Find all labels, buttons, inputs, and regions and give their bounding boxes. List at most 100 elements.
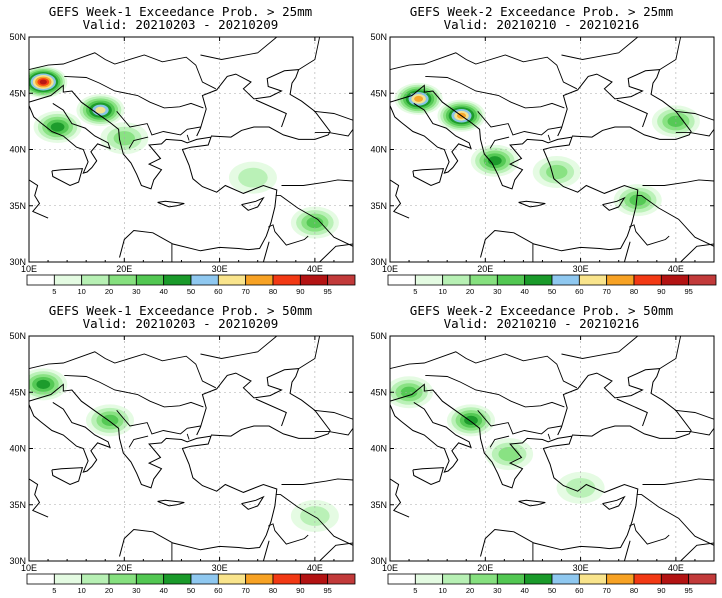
colorbar-swatch	[272, 573, 301, 585]
coastline	[29, 102, 111, 174]
lon-tick-label: 20E	[477, 264, 493, 274]
coastline	[319, 542, 353, 561]
colorbar-swatch	[163, 573, 192, 585]
lon-tick-label: 40E	[307, 563, 323, 573]
lon-tick-label: 10E	[21, 264, 37, 274]
colorbar-label: 70	[241, 287, 249, 296]
coastline	[260, 241, 270, 262]
lat-tick-label: 30N	[9, 556, 26, 566]
colorbar-label: 10	[438, 586, 446, 595]
colorbar-label: 20	[105, 586, 113, 595]
colorbar-swatch	[524, 274, 553, 286]
coastline	[29, 401, 111, 473]
colorbar-label: 5	[413, 586, 417, 595]
colorbar-label: 30	[132, 287, 140, 296]
colorbar-swatch	[190, 573, 219, 585]
panel-week2-25mm: GEFS Week-2 Exceedance Prob. > 25mm Vali…	[361, 0, 722, 299]
colorbar-label: 40	[159, 586, 167, 595]
colorbar-swatch	[245, 274, 274, 286]
map-svg: 30N 35N 40N 45N 50N 10E 20E 30E 40E 5 10 20 30 40 50 60…	[9, 32, 356, 296]
coastline	[255, 398, 287, 427]
axes: 30N 35N 40N 45N 50N 10E 20E 30E 40E	[370, 32, 714, 274]
country-border	[675, 129, 714, 137]
colorbar-label: 40	[159, 287, 167, 296]
probability-region	[546, 164, 568, 180]
colorbar-label: 5	[52, 586, 56, 595]
colorbar-label: 70	[602, 586, 610, 595]
country-border	[390, 351, 578, 389]
colorbar-swatch	[26, 274, 55, 286]
colorbar-swatch	[496, 573, 526, 585]
coastline	[557, 368, 692, 439]
colorbar-label: 70	[241, 586, 249, 595]
colorbar-label: 50	[187, 287, 195, 296]
country-border	[425, 75, 565, 109]
country-border	[186, 134, 190, 141]
country-border	[477, 111, 562, 136]
country-border	[29, 52, 217, 90]
coastline	[680, 243, 714, 262]
lon-tick-label: 40E	[668, 264, 684, 274]
country-border	[128, 136, 149, 149]
colorbar-label: 90	[296, 287, 304, 296]
colorbar-swatch	[327, 274, 356, 286]
map-layer	[390, 37, 714, 262]
colorbar-swatch	[217, 573, 247, 585]
country-border	[561, 336, 639, 359]
country-border	[642, 179, 714, 186]
coastline	[241, 495, 265, 510]
colorbar-label: 5	[413, 287, 417, 296]
coastline	[29, 84, 278, 258]
colorbar-label: 95	[684, 586, 692, 595]
colorbar-label: 90	[657, 586, 665, 595]
colorbar-swatch	[163, 274, 192, 286]
coastline	[390, 84, 639, 258]
country-border	[547, 433, 551, 440]
colorbar-swatch	[299, 573, 329, 585]
colorbar-label: 95	[323, 287, 331, 296]
lat-tick-label: 40N	[370, 145, 387, 155]
lon-tick-label: 20E	[116, 264, 132, 274]
axes: 30N 35N 40N 45N 50N 10E 20E 30E 40E	[9, 331, 353, 573]
country-border	[642, 478, 714, 485]
coastline	[412, 467, 445, 486]
country-border	[313, 110, 353, 121]
probability-region	[667, 115, 685, 127]
colorbar-label: 5	[52, 287, 56, 296]
country-border	[268, 523, 309, 545]
coastline	[241, 196, 265, 211]
colorbar-label: 10	[438, 287, 446, 296]
coastline	[616, 398, 648, 427]
coastline	[319, 243, 353, 262]
coastline	[602, 495, 626, 510]
probability-region	[101, 414, 119, 426]
colorbar-swatch	[660, 573, 690, 585]
lon-tick-label: 10E	[21, 563, 37, 573]
colorbar-label: 40	[520, 287, 528, 296]
colorbar-label: 90	[296, 586, 304, 595]
probability-region	[39, 79, 47, 85]
colorbar-label: 60	[575, 586, 583, 595]
country-border	[200, 37, 278, 60]
coastline	[621, 540, 631, 561]
colorbar-swatch	[578, 573, 608, 585]
panel-week1-50mm: GEFS Week-1 Exceedance Prob. > 50mm Vali…	[0, 299, 361, 598]
coastline	[390, 179, 410, 219]
country-border	[64, 374, 204, 408]
lon-tick-label: 10E	[382, 563, 398, 573]
country-border	[674, 409, 714, 420]
lat-tick-label: 45N	[9, 387, 26, 397]
country-border	[64, 75, 204, 109]
coastline	[602, 196, 626, 211]
lat-tick-label: 45N	[9, 88, 26, 98]
lat-tick-label: 30N	[370, 556, 387, 566]
probability-region	[300, 506, 330, 526]
colorbar-swatch	[578, 274, 608, 286]
lat-tick-label: 40N	[370, 444, 387, 454]
colorbar-label: 90	[657, 287, 665, 296]
colorbar-swatch	[135, 274, 165, 286]
country-border	[561, 37, 639, 60]
lon-tick-label: 10E	[382, 264, 398, 274]
colorbar-label: 80	[269, 586, 277, 595]
lat-tick-label: 50N	[9, 331, 26, 341]
